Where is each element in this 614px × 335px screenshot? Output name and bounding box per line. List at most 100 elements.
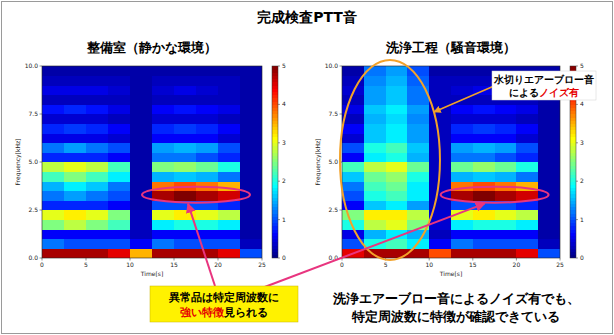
- cells: [42, 66, 262, 258]
- colorbar-tick: [576, 181, 578, 182]
- cell: [386, 133, 408, 143]
- cell: [130, 152, 152, 162]
- cell: [473, 124, 495, 134]
- cell: [473, 95, 495, 105]
- colorbar-step: [272, 95, 278, 99]
- colorbar-tick-label: 0: [282, 254, 286, 261]
- cell: [152, 239, 174, 249]
- cell: [407, 133, 429, 143]
- cell: [174, 85, 196, 95]
- cell: [42, 95, 64, 105]
- colorbar-step: [272, 213, 278, 217]
- cell: [473, 133, 495, 143]
- colorbar-step: [272, 172, 278, 176]
- cell: [108, 143, 130, 153]
- colorbar-step: [272, 175, 278, 179]
- cell: [130, 114, 152, 124]
- cell: [218, 152, 240, 162]
- subplot-title: 洗浄工程（騒音環境）: [385, 40, 516, 55]
- cell: [64, 229, 86, 239]
- cell: [538, 133, 560, 143]
- cell: [473, 76, 495, 86]
- cell: [42, 114, 64, 124]
- colorbar-step: [272, 204, 278, 208]
- cell: [516, 143, 538, 153]
- colorbar-step: [570, 146, 576, 150]
- cell: [538, 104, 560, 114]
- cell: [86, 248, 108, 258]
- cell: [516, 220, 538, 230]
- cell: [342, 152, 364, 162]
- feature-ellipse: [142, 187, 250, 203]
- noise-label-box: [492, 71, 596, 100]
- anomaly-label-part: 異常品は特定周波数に: [168, 291, 279, 304]
- cell: [473, 162, 495, 172]
- cell: [130, 143, 152, 153]
- cell: [364, 181, 386, 191]
- cell: [429, 239, 451, 249]
- x-tick-label: 25: [556, 261, 564, 268]
- cell: [130, 95, 152, 105]
- plot-bg: [42, 66, 262, 258]
- cell: [130, 85, 152, 95]
- cell: [516, 248, 538, 258]
- cell: [451, 143, 473, 153]
- conclusion-part: 特定周波数に特徴が確認できている: [351, 309, 560, 324]
- colorbar-tick-label: 4: [282, 100, 286, 107]
- cell: [473, 152, 495, 162]
- colorbar-tick: [576, 142, 578, 143]
- cell: [86, 133, 108, 143]
- cell: [516, 124, 538, 134]
- cell: [130, 248, 152, 258]
- cell: [86, 104, 108, 114]
- y-label: Frequency[kHz]: [314, 139, 322, 186]
- colorbar-step: [570, 229, 576, 233]
- cell: [86, 229, 108, 239]
- cell: [42, 191, 64, 201]
- cell: [86, 220, 108, 230]
- y-tick: [40, 210, 43, 211]
- colorbar-step: [272, 207, 278, 211]
- cell: [130, 229, 152, 239]
- colorbar-step: [570, 117, 576, 121]
- cell: [495, 220, 517, 230]
- cell: [152, 124, 174, 134]
- cell: [108, 172, 130, 182]
- colorbar-step: [272, 191, 278, 195]
- cell: [152, 76, 174, 86]
- cell: [218, 172, 240, 182]
- chart: 整備室（静かな環境）01234505101520250.02.55.07.510…: [14, 40, 286, 277]
- cell: [451, 85, 473, 95]
- cell: [64, 200, 86, 210]
- plot-frame: [42, 66, 262, 258]
- colorbar-step: [272, 92, 278, 96]
- cell: [407, 210, 429, 220]
- cell: [451, 229, 473, 239]
- x-label: Time[s]: [140, 270, 164, 277]
- cell: [196, 104, 218, 114]
- colorbar-step: [570, 143, 576, 147]
- colorbar-tick: [576, 219, 578, 220]
- cell: [364, 191, 386, 201]
- cell: [130, 133, 152, 143]
- cell: [473, 66, 495, 76]
- cell: [218, 210, 240, 220]
- colorbar-step: [570, 136, 576, 140]
- cell: [174, 172, 196, 182]
- cell: [196, 114, 218, 124]
- cell: [538, 220, 560, 230]
- colorbar-step: [570, 239, 576, 243]
- cell: [64, 239, 86, 249]
- cell: [152, 152, 174, 162]
- colorbar-step: [272, 242, 278, 246]
- anomaly-box: [150, 286, 298, 322]
- cell: [108, 104, 130, 114]
- colorbar-step: [570, 207, 576, 211]
- colorbar-step: [570, 197, 576, 201]
- cell: [451, 104, 473, 114]
- cell: [240, 229, 262, 239]
- colorbar-step: [272, 188, 278, 192]
- cell: [196, 172, 218, 182]
- cell: [42, 85, 64, 95]
- cell: [364, 143, 386, 153]
